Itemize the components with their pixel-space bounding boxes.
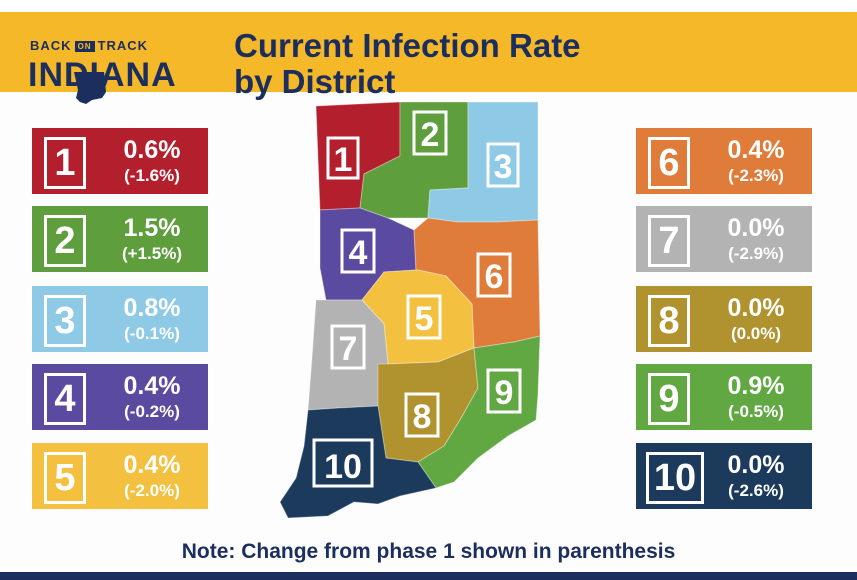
map-district-9	[417, 335, 541, 489]
district-rate: 0.6%	[123, 136, 181, 164]
district-rate: 0.4%	[123, 451, 181, 479]
district-card-10: 10 0.0% (-2.6%)	[636, 443, 812, 509]
district-card-5: 5 0.4% (-2.0%)	[32, 443, 208, 509]
map-label-8: 8	[413, 398, 432, 436]
district-card-1: 1 0.6% (-1.6%)	[32, 128, 208, 194]
title-line-2: by District	[234, 63, 396, 100]
district-change: (-0.1%)	[124, 324, 180, 343]
district-rate: 0.0%	[727, 214, 785, 242]
top-strip	[0, 0, 857, 12]
map-label-9: 9	[495, 374, 514, 412]
district-number: 10	[646, 452, 704, 504]
district-number: 9	[648, 373, 690, 425]
district-number: 7	[648, 215, 690, 267]
district-change: (-0.5%)	[728, 402, 784, 421]
district-rate: 0.4%	[123, 372, 181, 400]
district-number: 3	[44, 295, 86, 347]
district-rate: 0.8%	[123, 294, 181, 322]
district-card-3: 3 0.8% (-0.1%)	[32, 286, 208, 352]
district-change: (-0.2%)	[124, 402, 180, 421]
district-card-2: 2 1.5% (+1.5%)	[32, 206, 208, 272]
logo-back: BACK	[30, 38, 72, 53]
indiana-silhouette-icon	[74, 72, 106, 104]
district-rate: 0.4%	[727, 136, 785, 164]
map-label-1: 1	[334, 141, 353, 179]
district-number: 4	[44, 373, 86, 425]
district-number: 5	[44, 452, 86, 504]
district-card-4: 4 0.4% (-0.2%)	[32, 364, 208, 430]
district-card-9: 9 0.9% (-0.5%)	[636, 364, 812, 430]
title-line-1: Current Infection Rate	[234, 27, 581, 64]
district-rate: 0.0%	[727, 294, 785, 322]
page-title: Current Infection Rate by District	[234, 28, 581, 100]
district-change: (-1.6%)	[124, 166, 180, 185]
map-label-4: 4	[349, 234, 368, 272]
district-rate: 0.0%	[727, 451, 785, 479]
district-number: 6	[648, 137, 690, 189]
map-label-7: 7	[339, 330, 358, 368]
district-rate: 0.9%	[727, 372, 785, 400]
logo-tagline: BACK ON TRACK	[30, 38, 148, 53]
map-label-5: 5	[415, 300, 434, 338]
district-number: 1	[44, 137, 86, 189]
district-change: (-2.3%)	[728, 166, 784, 185]
indiana-district-map: 1 2 3 4 6 5 7 8 9 10	[279, 101, 541, 519]
district-rate: 1.5%	[123, 214, 181, 242]
district-change: (+1.5%)	[122, 244, 182, 263]
district-card-8: 8 0.0% (0.0%)	[636, 286, 812, 352]
district-card-6: 6 0.4% (-2.3%)	[636, 128, 812, 194]
map-label-10: 10	[324, 448, 362, 486]
map-label-2: 2	[421, 116, 440, 154]
bottom-strip	[0, 572, 857, 580]
district-change: (-2.9%)	[728, 244, 784, 263]
district-change: (-2.6%)	[728, 481, 784, 500]
map-label-6: 6	[485, 258, 504, 296]
district-card-7: 7 0.0% (-2.9%)	[636, 206, 812, 272]
footnote: Note: Change from phase 1 shown in paren…	[181, 540, 676, 563]
district-change: (0.0%)	[730, 324, 782, 343]
district-number: 8	[648, 295, 690, 347]
logo-track: TRACK	[97, 38, 149, 53]
logo-on: ON	[74, 41, 95, 53]
map-district-10	[279, 405, 437, 519]
district-number: 2	[44, 215, 86, 267]
map-label-3: 3	[494, 148, 513, 186]
district-change: (-2.0%)	[124, 481, 180, 500]
